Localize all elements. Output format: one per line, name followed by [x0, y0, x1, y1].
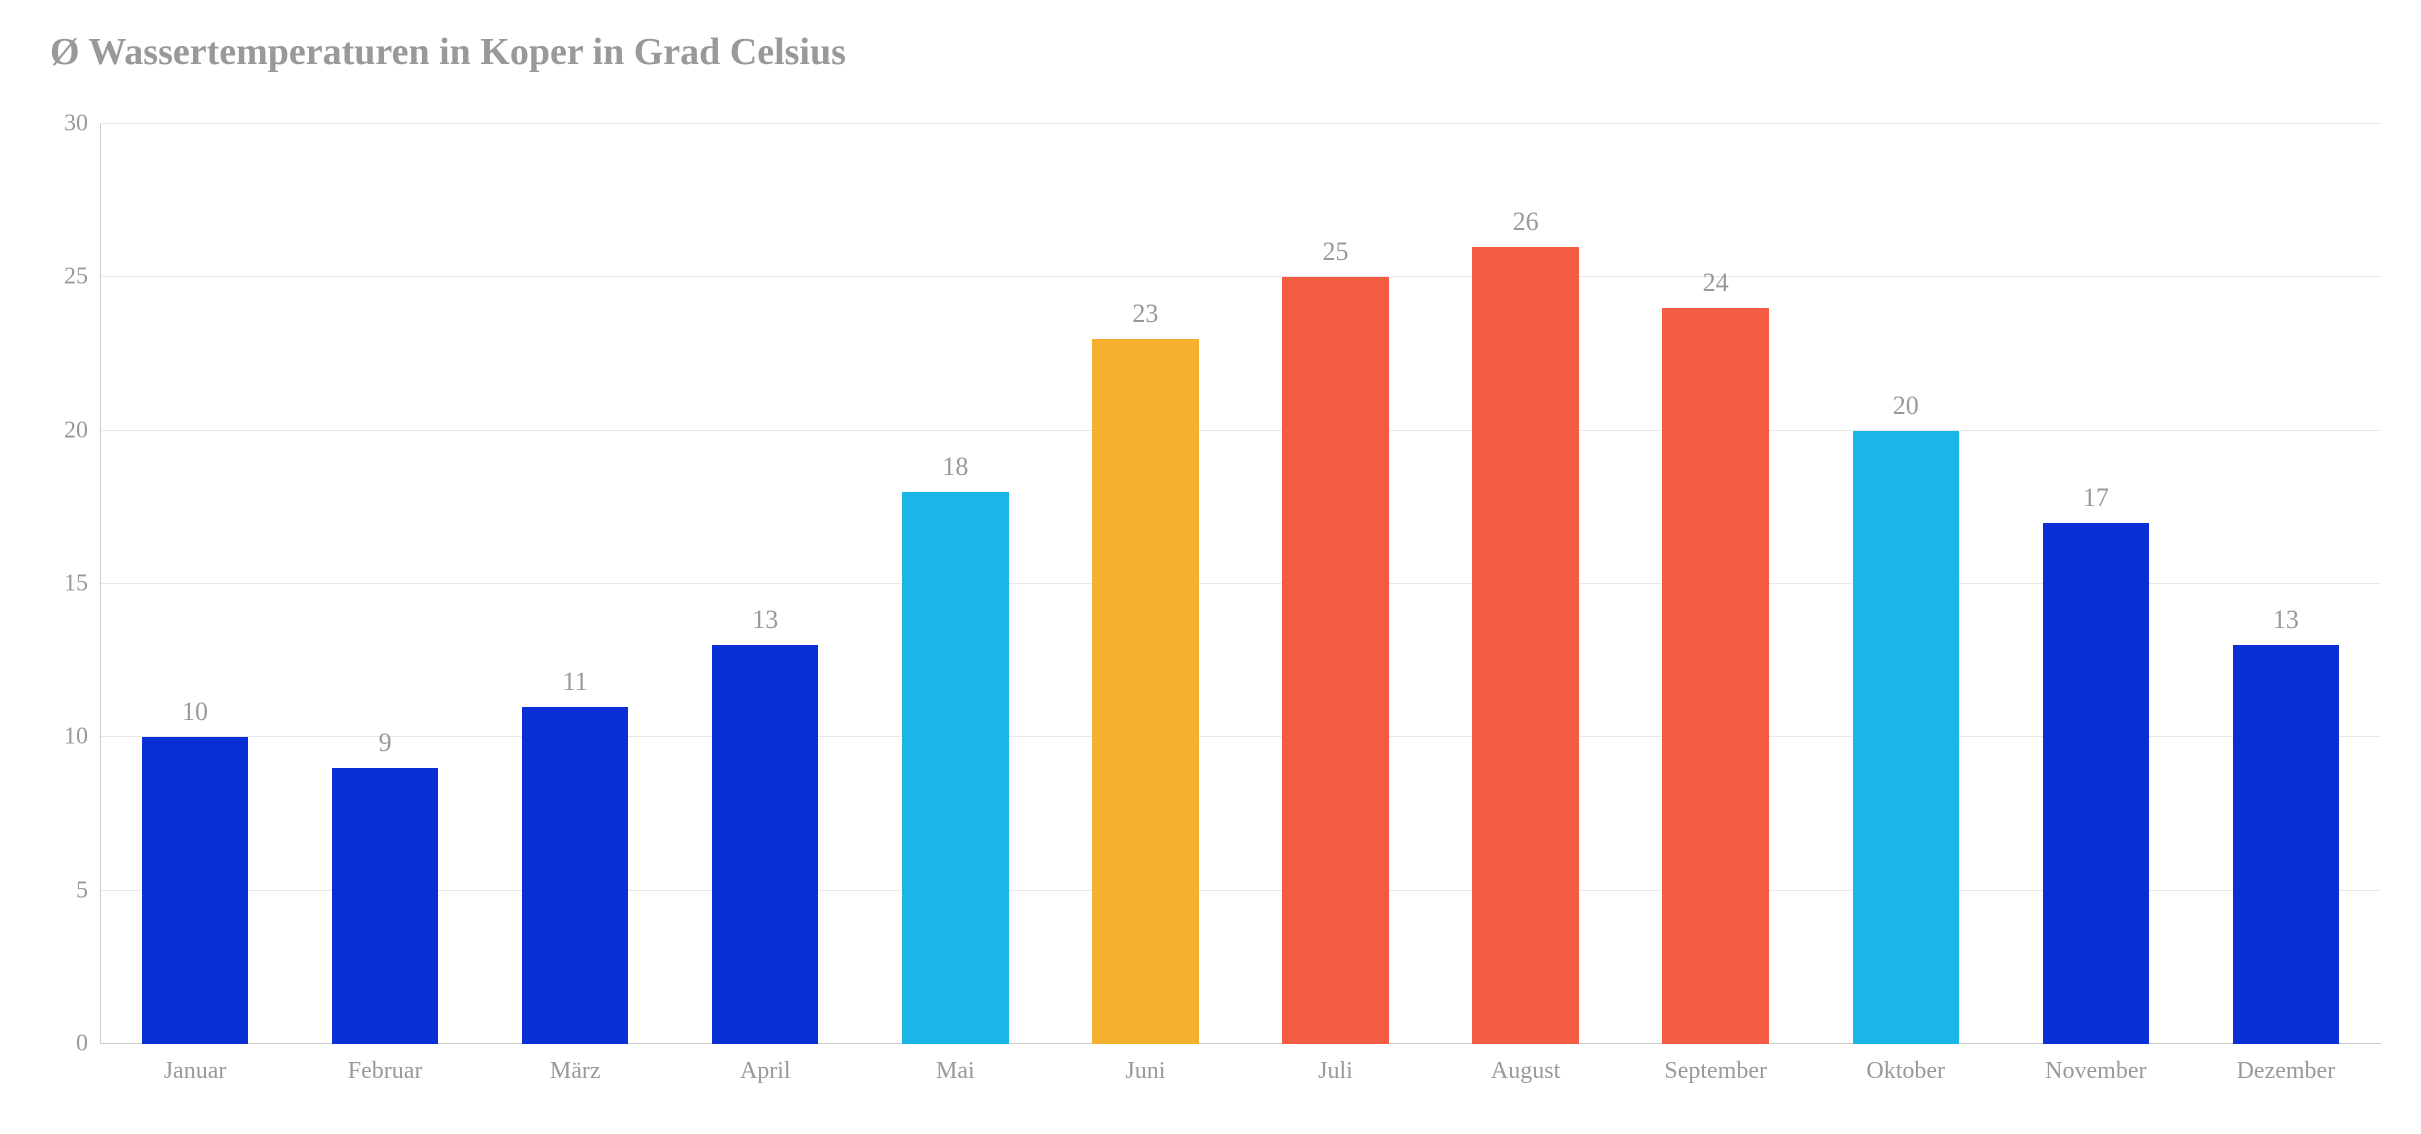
x-axis-label: Mai [860, 1058, 1050, 1085]
x-axis-label: Juni [1050, 1058, 1240, 1085]
bar-value-label: 17 [2083, 483, 2109, 513]
bar-slot: 9 [290, 124, 480, 1044]
bar-slot: 11 [480, 124, 670, 1044]
y-tick: 30 [64, 111, 88, 138]
x-axis-label: August [1431, 1058, 1621, 1085]
x-axis-label: Februar [290, 1058, 480, 1085]
x-axis-label: März [480, 1058, 670, 1085]
x-axis-label: Dezember [2191, 1058, 2381, 1085]
bar-value-label: 25 [1323, 237, 1349, 267]
x-axis-label: Oktober [1811, 1058, 2001, 1085]
bar [902, 492, 1008, 1044]
bar-value-label: 23 [1132, 299, 1158, 329]
bar-value-label: 20 [1893, 391, 1919, 421]
bar [1662, 308, 1768, 1044]
y-tick: 25 [64, 264, 88, 291]
bar-value-label: 9 [379, 728, 392, 758]
bar [2043, 523, 2149, 1044]
bar [712, 645, 818, 1044]
bar [2233, 645, 2339, 1044]
y-tick: 20 [64, 417, 88, 444]
bar-slot: 26 [1431, 124, 1621, 1044]
chart-body: 10 9 11 13 18 23 25 26 24 20 17 13 [100, 124, 2381, 1044]
bar-slot: 24 [1621, 124, 1811, 1044]
bar [1282, 277, 1388, 1044]
bar-value-label: 26 [1513, 207, 1539, 237]
x-axis: JanuarFebruarMärzAprilMaiJuniJuliAugustS… [100, 1058, 2381, 1085]
bars-row: 10 9 11 13 18 23 25 26 24 20 17 13 [100, 124, 2381, 1044]
bar-slot: 23 [1050, 124, 1240, 1044]
bar-slot: 13 [670, 124, 860, 1044]
chart-container: Ø Wassertemperaturen in Koper in Grad Ce… [0, 0, 2421, 1134]
bar-value-label: 18 [942, 452, 968, 482]
bar [522, 707, 628, 1044]
bar-value-label: 13 [752, 605, 778, 635]
bar [1472, 247, 1578, 1044]
bar [1853, 431, 1959, 1044]
plot-area: 051015202530 10911131823252624201713 [40, 124, 2381, 1044]
y-tick: 5 [76, 877, 88, 904]
x-axis-label: April [670, 1058, 860, 1085]
bar [1092, 339, 1198, 1044]
y-tick: 10 [64, 724, 88, 751]
bar-slot: 10 [100, 124, 290, 1044]
bar [142, 737, 248, 1044]
bar-value-label: 13 [2273, 605, 2299, 635]
y-tick: 0 [76, 1031, 88, 1058]
x-axis-label: Juli [1240, 1058, 1430, 1085]
y-axis: 051015202530 [40, 124, 100, 1044]
x-axis-label: September [1621, 1058, 1811, 1085]
bar-slot: 18 [860, 124, 1050, 1044]
bar-slot: 25 [1240, 124, 1430, 1044]
bar-value-label: 24 [1703, 268, 1729, 298]
x-axis-label: November [2001, 1058, 2191, 1085]
bar-slot: 17 [2001, 124, 2191, 1044]
bar [332, 768, 438, 1044]
y-tick: 15 [64, 571, 88, 598]
bar-value-label: 10 [182, 697, 208, 727]
chart-title: Ø Wassertemperaturen in Koper in Grad Ce… [50, 30, 2381, 74]
x-axis-label: Januar [100, 1058, 290, 1085]
bar-value-label: 11 [563, 667, 588, 697]
bar-slot: 20 [1811, 124, 2001, 1044]
bar-slot: 13 [2191, 124, 2381, 1044]
